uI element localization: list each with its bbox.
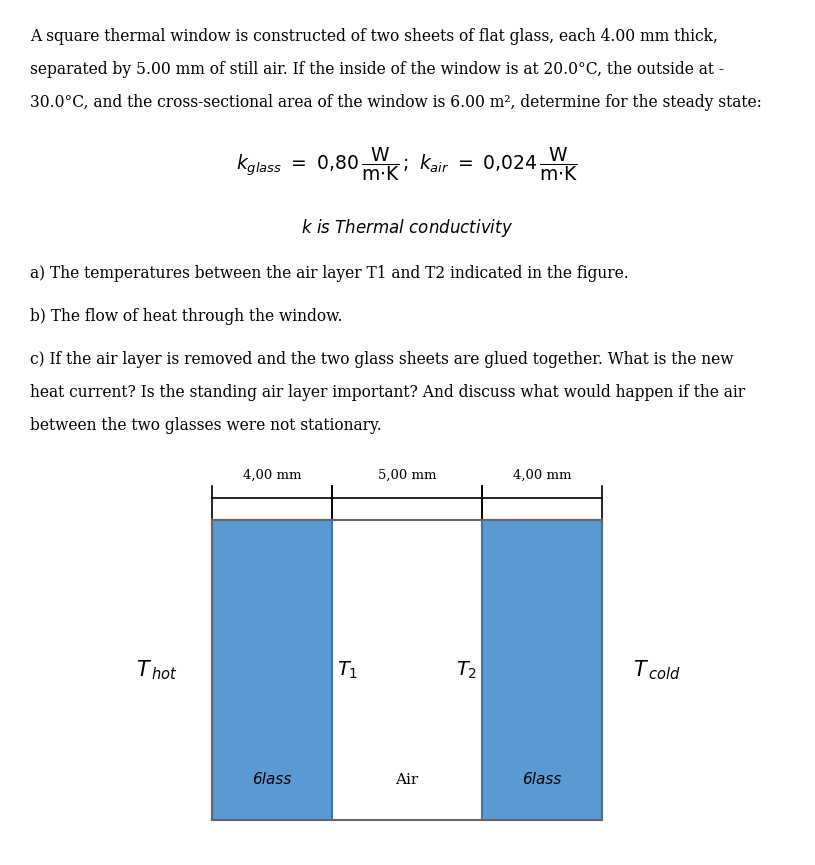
Text: 30.0°C, and the cross-sectional area of the window is 6.00 m², determine for the: 30.0°C, and the cross-sectional area of …	[30, 94, 762, 111]
Bar	[212, 520, 332, 820]
Text: 4,00 mm: 4,00 mm	[513, 469, 571, 482]
Text: $T_{\,hot}$: $T_{\,hot}$	[136, 658, 178, 682]
Bar	[212, 520, 602, 820]
Bar	[482, 520, 602, 820]
Text: $T_2$: $T_2$	[456, 659, 477, 681]
Text: a) The temperatures between the air layer T1 and T2 indicated in the figure.: a) The temperatures between the air laye…	[30, 265, 628, 282]
Text: $k\ \mathit{is\ Thermal\ conductivity}$: $k\ \mathit{is\ Thermal\ conductivity}$	[302, 217, 513, 239]
Text: $k_{glass}\ =\ 0{,}80\,\dfrac{\mathrm{W}}{\mathrm{m{\cdot}K}}$$\,;\ k_{air}\ =\ : $k_{glass}\ =\ 0{,}80\,\dfrac{\mathrm{W}…	[236, 145, 579, 183]
Text: 5,00 mm: 5,00 mm	[377, 469, 436, 482]
Text: heat current? Is the standing air layer important? And discuss what would happen: heat current? Is the standing air layer …	[30, 384, 745, 401]
Text: $T_1$: $T_1$	[337, 659, 359, 681]
Text: A square thermal window is constructed of two sheets of flat glass, each 4.00 mm: A square thermal window is constructed o…	[30, 28, 718, 45]
Text: c) If the air layer is removed and the two glass sheets are glued together. What: c) If the air layer is removed and the t…	[30, 351, 734, 368]
Text: 6lass: 6lass	[522, 772, 562, 787]
Text: between the two glasses were not stationary.: between the two glasses were not station…	[30, 417, 381, 434]
Text: separated by 5.00 mm of still air. If the inside of the window is at 20.0°C, the: separated by 5.00 mm of still air. If th…	[30, 61, 724, 78]
Text: 4,00 mm: 4,00 mm	[243, 469, 302, 482]
Text: Air: Air	[395, 773, 419, 787]
Text: b) The flow of heat through the window.: b) The flow of heat through the window.	[30, 308, 342, 325]
Text: 6lass: 6lass	[253, 772, 292, 787]
Text: $T_{\,cold}$: $T_{\,cold}$	[633, 658, 681, 682]
